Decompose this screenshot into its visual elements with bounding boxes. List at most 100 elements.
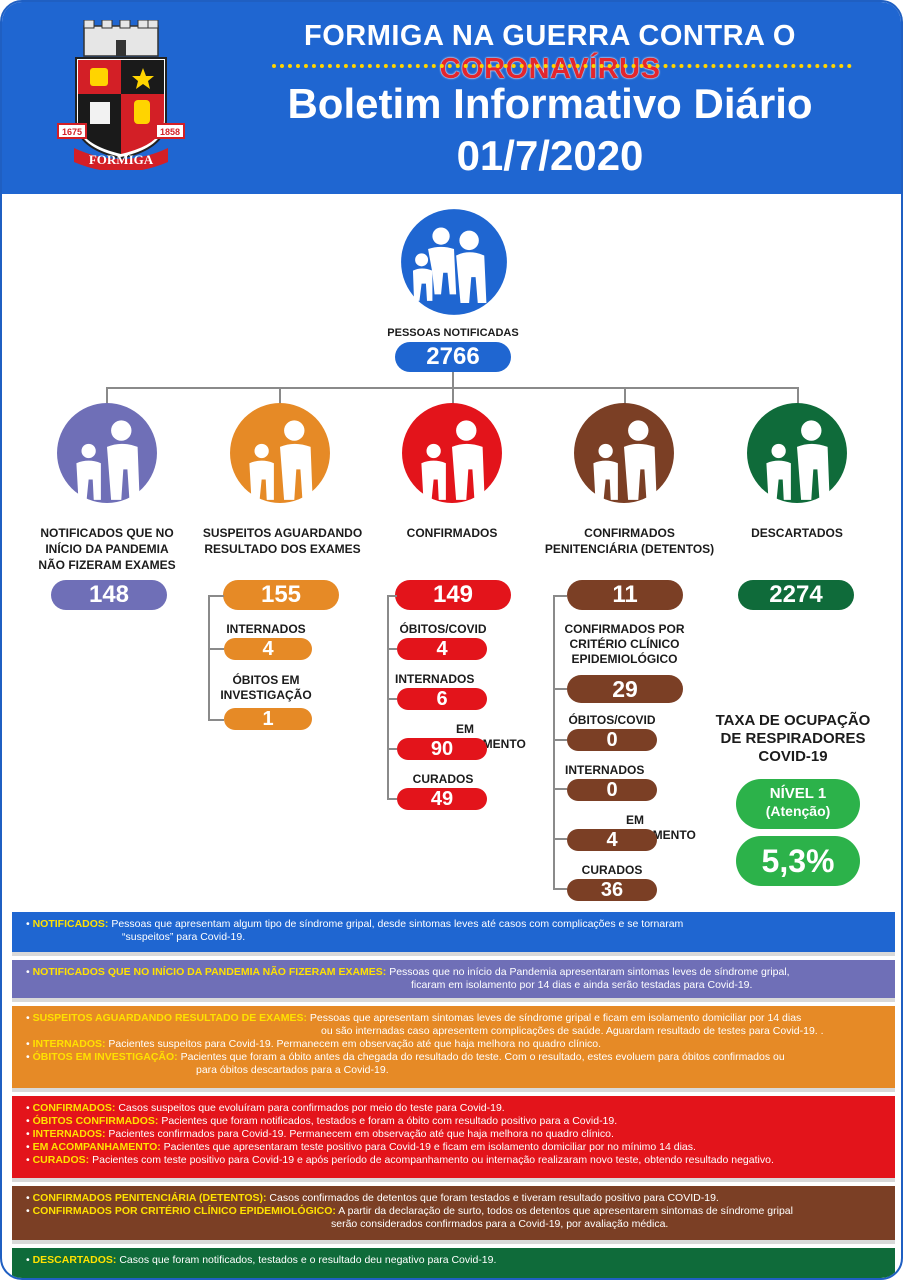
crest-city-name: FORMIGA xyxy=(89,152,154,167)
respiradores-nivel-badge: NÍVEL 1 (Atenção) xyxy=(736,779,860,829)
crest-year-right: 1858 xyxy=(160,127,180,137)
legend-line: • CONFIRMADOS: Casos suspeitos que evolu… xyxy=(26,1102,505,1114)
legend-text: Casos confirmados de detentos que foram … xyxy=(266,1192,719,1204)
legend-line: • INTERNADOS: Pacientes confirmados para… xyxy=(26,1128,614,1140)
bulletin-title: Boletim Informativo Diário xyxy=(287,80,813,127)
sub-value-confirmados-internados: 6 xyxy=(397,688,487,710)
respiradores-taxa: 5,3% xyxy=(736,836,860,886)
sub-label-penit-curados: CURADOS xyxy=(581,863,643,877)
tree-connector xyxy=(553,595,555,889)
tree-connector xyxy=(279,387,281,405)
respiradores-nivel: NÍVEL 1 xyxy=(769,785,827,802)
campaign-title-highlight: CORONAVÍRUS xyxy=(439,53,661,85)
legend-term: CURADOS: xyxy=(32,1154,90,1166)
legend-term: INTERNADOS: xyxy=(32,1128,106,1140)
sub-label-confirmados-internados: INTERNADOS xyxy=(395,672,475,686)
tree-connector xyxy=(553,688,567,690)
legend-line: • CURADOS: Pacientes com teste positivo … xyxy=(26,1154,774,1166)
respiradores-title: TAXA DE OCUPAÇÃO DE RESPIRADORES COVID-1… xyxy=(715,712,871,765)
col-label-suspeitos: SUSPEITOS AGUARDANDO RESULTADO DOS EXAME… xyxy=(202,526,363,556)
header-banner: 1675 1858 FORMIGA FORMIGA NA GUERRA CONT… xyxy=(2,2,901,194)
tree-connector xyxy=(553,595,567,597)
value-confirmados: 149 xyxy=(395,580,511,610)
family-icon-brown xyxy=(574,403,674,503)
col-label-nao-exames: NOTIFICADOS QUE NO INÍCIO DA PANDEMIA NÃ… xyxy=(38,526,176,572)
legend-term: INTERNADOS: xyxy=(32,1038,106,1050)
family-icon-orange xyxy=(230,403,330,503)
col-label-penitenciaria: CONFIRMADOS PENITENCIÁRIA (DETENTOS) xyxy=(544,526,715,556)
tree-connector xyxy=(553,838,567,840)
legend-line: • NOTIFICADOS QUE NO INÍCIO DA PANDEMIA … xyxy=(26,966,790,978)
sub-label-penit-obitos: ÓBITOS/COVID xyxy=(568,713,656,727)
legend-line: • NOTIFICADOS: Pessoas que apresentam al… xyxy=(26,918,684,930)
legend-term: CONFIRMADOS PENITENCIÁRIA (DETENTOS): xyxy=(32,1192,267,1204)
legend-band-confirmados: • CONFIRMADOS: Casos suspeitos que evolu… xyxy=(12,1096,895,1182)
tree-connector xyxy=(106,387,108,405)
sub-value-suspeitos-obitos: 1 xyxy=(224,708,312,730)
legend-term: NOTIFICADOS QUE NO INÍCIO DA PANDEMIA NÃ… xyxy=(32,966,387,978)
tree-connector xyxy=(553,788,567,790)
tree-connector xyxy=(387,798,397,800)
family-icon-purple xyxy=(57,403,157,503)
legend-band-nao-exames: • NOTIFICADOS QUE NO INÍCIO DA PANDEMIA … xyxy=(12,960,895,1002)
col-label-descartados: DESCARTADOS xyxy=(751,526,843,540)
crest-year-left: 1675 xyxy=(62,127,82,137)
legend-text: Pacientes que foram a óbito antes da che… xyxy=(177,1051,785,1063)
tree-connector xyxy=(452,372,454,388)
campaign-title: FORMIGA NA GUERRA CONTRA O CORONAVÍRUS xyxy=(230,20,870,86)
legend-term: CONFIRMADOS POR CRITÉRIO CLÍNICO EPIDEMI… xyxy=(32,1205,336,1217)
family-icon-green xyxy=(747,403,847,503)
legend-text: Casos suspeitos que evoluíram para confi… xyxy=(115,1102,505,1114)
legend-line: • SUSPEITOS AGUARDANDO RESULTADO DE EXAM… xyxy=(26,1012,802,1024)
legend-band-suspeitos: • SUSPEITOS AGUARDANDO RESULTADO DE EXAM… xyxy=(12,1006,895,1092)
sub-value-confirmados-acompanhamento: 90 xyxy=(397,738,487,760)
legend-line: • CONFIRMADOS PENITENCIÁRIA (DETENTOS): … xyxy=(26,1192,719,1204)
legend-text: Pessoas que apresentam algum tipo de sín… xyxy=(108,918,684,930)
legend-line: • DESCARTADOS: Casos que foram notificad… xyxy=(26,1254,497,1266)
sub-value-confirmados-obitos: 4 xyxy=(397,638,487,660)
sub-value-penit-internados: 0 xyxy=(567,779,657,801)
sub-label-penit-criterio: CONFIRMADOS POR CRITÉRIO CLÍNICO EPIDEMI… xyxy=(564,622,685,666)
legend-text: Pessoas que apresentam sintomas leves de… xyxy=(306,1012,802,1024)
tree-connector xyxy=(553,888,567,890)
legend-text: Pacientes que foram notificados, testado… xyxy=(158,1115,618,1127)
legend-term: NOTIFICADOS: xyxy=(32,918,109,930)
family-icon-red xyxy=(402,403,502,503)
tree-connector xyxy=(387,698,397,700)
tree-connector xyxy=(387,595,389,799)
notified-value: 2766 xyxy=(395,342,511,372)
legend-line-cont: ou são internadas caso apresentem compli… xyxy=(321,1025,824,1037)
tree-connector xyxy=(208,595,210,720)
legend-band-penitenciaria: • CONFIRMADOS PENITENCIÁRIA (DETENTOS): … xyxy=(12,1186,895,1244)
sub-value-penit-curados: 36 xyxy=(567,879,657,901)
sub-label-suspeitos-internados: INTERNADOS xyxy=(226,622,306,636)
legend-line-cont: para óbitos descartados para a Covid-19. xyxy=(196,1064,389,1076)
legend-text: Casos que foram notificados, testados e … xyxy=(116,1254,497,1266)
legend-line: • CONFIRMADOS POR CRITÉRIO CLÍNICO EPIDE… xyxy=(26,1205,793,1217)
legend-line-cont: ficaram em isolamento por 14 dias e aind… xyxy=(411,979,753,991)
value-suspeitos: 155 xyxy=(223,580,339,610)
legend-line: • EM ACOMPANHAMENTO: Pacientes que apres… xyxy=(26,1141,696,1153)
sub-value-suspeitos-internados: 4 xyxy=(224,638,312,660)
tree-connector xyxy=(208,648,224,650)
legend-line: • INTERNADOS: Pacientes suspeitos para C… xyxy=(26,1038,602,1050)
sub-label-confirmados-obitos: ÓBITOS/COVID xyxy=(399,622,487,636)
tree-connector xyxy=(624,387,626,405)
legend-band-descartados: • DESCARTADOS: Casos que foram notificad… xyxy=(12,1248,895,1278)
legend-line: • ÓBITOS CONFIRMADOS: Pacientes que fora… xyxy=(26,1115,618,1127)
sub-value-confirmados-curados: 49 xyxy=(397,788,487,810)
tree-connector xyxy=(387,648,397,650)
sub-label-suspeitos-obitos: ÓBITOS EM INVESTIGAÇÃO xyxy=(220,673,312,702)
dotted-divider xyxy=(272,64,852,68)
legend-text: Pessoas que no início da Pandemia aprese… xyxy=(386,966,790,978)
value-penitenciaria: 11 xyxy=(567,580,683,610)
bulletin-date: 01/7/2020 xyxy=(456,132,644,179)
tree-connector xyxy=(797,387,799,405)
legend-term: SUSPEITOS AGUARDANDO RESULTADO DE EXAMES… xyxy=(32,1012,307,1024)
legend-line-cont: serão considerados confirmados para a Co… xyxy=(331,1218,669,1230)
city-crest-icon: 1675 1858 FORMIGA xyxy=(57,20,185,170)
legend-term: DESCARTADOS: xyxy=(32,1254,117,1266)
legend-term: CONFIRMADOS: xyxy=(32,1102,116,1114)
tree-connector xyxy=(208,595,224,597)
